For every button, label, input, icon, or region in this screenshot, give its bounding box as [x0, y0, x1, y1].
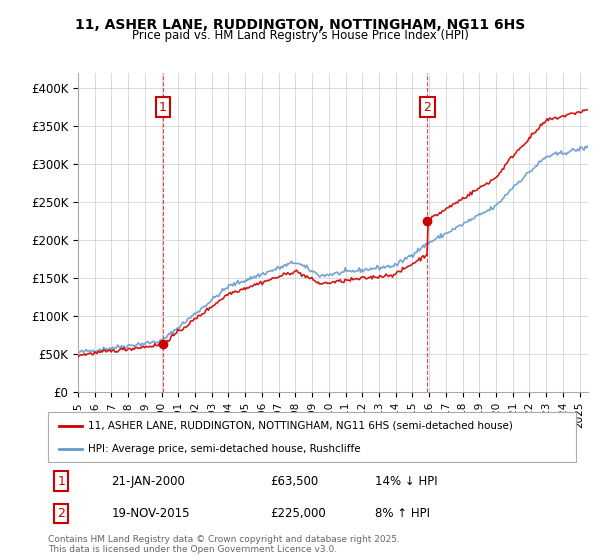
Text: £225,000: £225,000 [270, 507, 326, 520]
Text: £63,500: £63,500 [270, 475, 318, 488]
Text: 8% ↑ HPI: 8% ↑ HPI [376, 507, 430, 520]
Text: Price paid vs. HM Land Registry's House Price Index (HPI): Price paid vs. HM Land Registry's House … [131, 29, 469, 42]
FancyBboxPatch shape [48, 412, 576, 462]
Text: 19-NOV-2015: 19-NOV-2015 [112, 507, 190, 520]
Text: 1: 1 [159, 100, 167, 114]
Text: 11, ASHER LANE, RUDDINGTON, NOTTINGHAM, NG11 6HS: 11, ASHER LANE, RUDDINGTON, NOTTINGHAM, … [75, 18, 525, 32]
Text: 14% ↓ HPI: 14% ↓ HPI [376, 475, 438, 488]
Text: 2: 2 [424, 100, 431, 114]
Text: 11, ASHER LANE, RUDDINGTON, NOTTINGHAM, NG11 6HS (semi-detached house): 11, ASHER LANE, RUDDINGTON, NOTTINGHAM, … [88, 421, 512, 431]
Text: HPI: Average price, semi-detached house, Rushcliffe: HPI: Average price, semi-detached house,… [88, 445, 360, 454]
Text: Contains HM Land Registry data © Crown copyright and database right 2025.
This d: Contains HM Land Registry data © Crown c… [48, 535, 400, 554]
Text: 1: 1 [57, 475, 65, 488]
Text: 2: 2 [57, 507, 65, 520]
Text: 21-JAN-2000: 21-JAN-2000 [112, 475, 185, 488]
